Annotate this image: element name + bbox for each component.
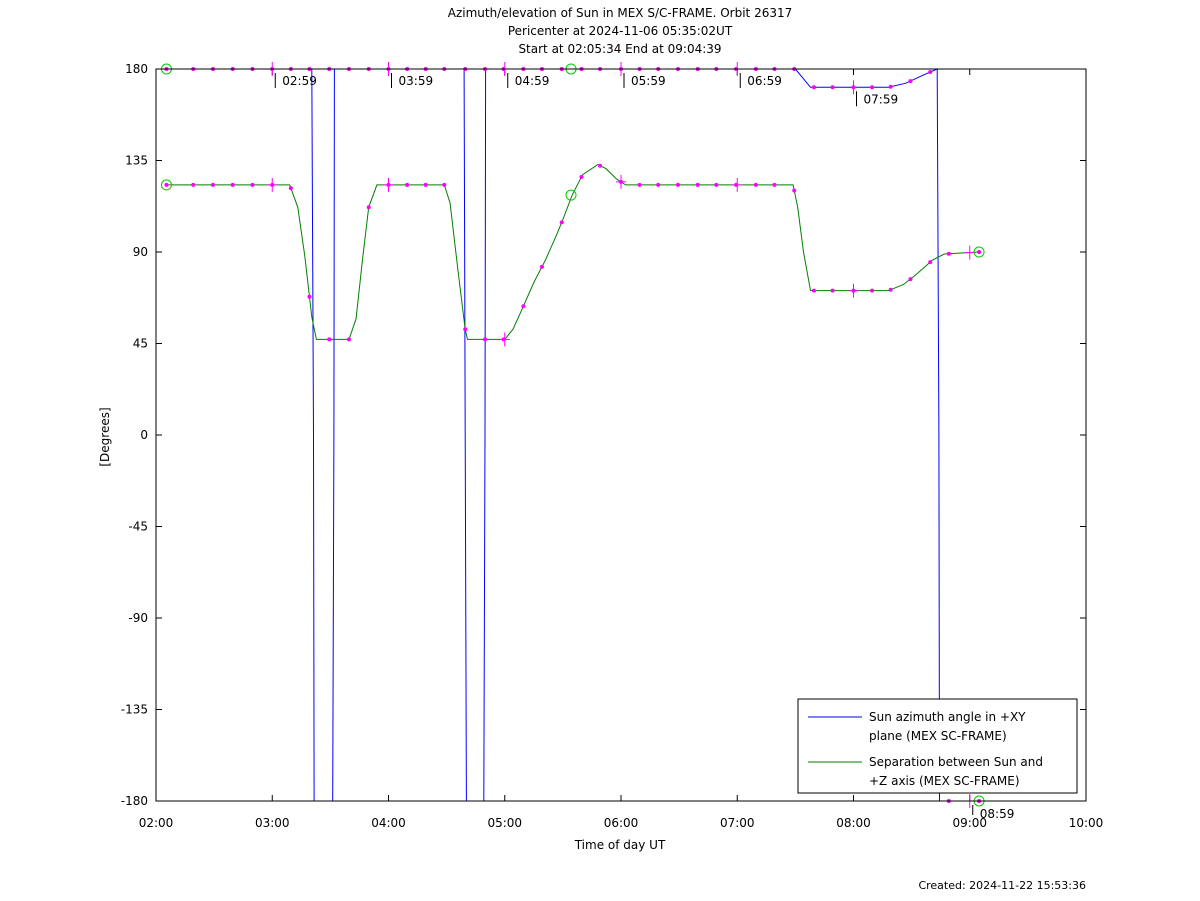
title-line-0: Azimuth/elevation of Sun in MEX S/C-FRAM…: [448, 6, 793, 20]
separation-point-marker: [423, 182, 428, 187]
separation-point-marker: [482, 337, 487, 342]
separation-point-marker: [598, 163, 603, 168]
separation-point-marker: [695, 182, 700, 187]
separation-point-marker: [977, 250, 982, 254]
y-tick-label: 0: [140, 428, 148, 442]
separation-point-marker: [164, 182, 169, 187]
separation-point-marker: [579, 174, 584, 179]
separation-point-marker: [946, 251, 951, 256]
orbit-time-label: 07:59: [864, 92, 899, 106]
event-circle-marker: [160, 179, 172, 191]
x-tick-label: 06:00: [604, 816, 639, 830]
separation-point-marker: [539, 264, 544, 269]
x-tick-label: 10:00: [1069, 816, 1104, 830]
x-tick-label: 09:00: [952, 816, 987, 830]
x-axis-label: Time of day UT: [574, 838, 666, 852]
separation-point-marker: [656, 182, 661, 187]
title-line-2: Start at 02:05:34 End at 09:04:39: [518, 42, 721, 56]
chart-title: Azimuth/elevation of Sun in MEX S/C-FRAM…: [448, 6, 793, 56]
y-tick-label: 180: [125, 62, 148, 76]
y-tick-label: -135: [121, 703, 148, 717]
separation-point-marker: [327, 337, 332, 342]
y-tick-label: -180: [121, 794, 148, 808]
orbit-time-label: 06:59: [747, 74, 782, 88]
y-tick-label: -45: [128, 520, 148, 534]
separation-point-marker: [772, 182, 777, 187]
x-tick-label: 08:00: [836, 816, 871, 830]
x-tick-label: 04:00: [371, 816, 406, 830]
separation-point-marker: [792, 188, 797, 193]
legend-entry-text: +Z axis (MEX SC-FRAME): [869, 774, 1020, 788]
separation-point-marker: [637, 182, 642, 187]
y-tick-label: -90: [128, 611, 148, 625]
separation-point-marker: [888, 287, 893, 292]
y-axis-label: [Degrees]: [98, 407, 112, 466]
azimuth-point-marker: [830, 85, 835, 90]
orbit-time-label: 04:59: [515, 74, 550, 88]
separation-point-marker: [250, 182, 255, 187]
separation-point-marker: [811, 288, 816, 293]
azimuth-point-marker: [928, 70, 933, 75]
created-timestamp: Created: 2024-11-22 15:53:36: [918, 879, 1086, 892]
event-circle-marker: [565, 189, 577, 201]
legend-entry-text: plane (MEX SC-FRAME): [869, 729, 1007, 743]
separation-point-marker: [753, 182, 758, 187]
separation-point-marker: [830, 288, 835, 293]
y-tick-label: 90: [133, 245, 148, 259]
orbit-time-label: 02:59: [282, 74, 317, 88]
separation-point-marker: [928, 260, 933, 265]
azimuth-point-marker: [888, 84, 893, 89]
separation-point-marker: [521, 304, 526, 309]
separation-point-marker: [307, 294, 312, 299]
y-tick-label: 45: [133, 337, 148, 351]
orbit-time-label: 03:59: [399, 74, 434, 88]
separation-point-marker: [463, 327, 468, 332]
event-circle-marker: [973, 246, 985, 258]
separation-point-marker: [908, 277, 913, 282]
azimuth-point-marker: [908, 79, 913, 84]
legend-entry-text: Sun azimuth angle in +XY: [869, 710, 1026, 724]
x-tick-label: 02:00: [139, 816, 174, 830]
separation-point-marker: [675, 182, 680, 187]
legend-box: [797, 698, 1078, 794]
legend-entry-text: Separation between Sun and: [869, 755, 1043, 769]
separation-point-marker: [366, 205, 371, 210]
point-markers: [160, 62, 985, 808]
azimuth-point-marker: [870, 85, 875, 90]
separation-point-marker: [714, 182, 719, 187]
separation-point-marker: [442, 182, 447, 187]
title-line-1: Pericenter at 2024-11-06 05:35:02UT: [508, 24, 733, 38]
separation-point-marker: [870, 288, 875, 293]
separation-point-marker: [230, 182, 235, 187]
separation-point-marker: [210, 182, 215, 187]
series-lines: [166, 68, 980, 802]
series-line-0: [166, 68, 979, 802]
legend: Sun azimuth angle in +XY plane (MEX SC-FR…: [797, 698, 1078, 794]
x-tick-label: 07:00: [720, 816, 755, 830]
separation-point-marker: [346, 337, 351, 342]
orbit-time-label: 05:59: [631, 74, 666, 88]
plot-frame: [155, 68, 1087, 802]
azimuth-point-marker: [811, 85, 816, 90]
x-tick-label: 03:00: [255, 816, 290, 830]
separation-point-marker: [191, 182, 196, 187]
separation-point-marker: [559, 220, 564, 225]
axis-ticks: 02:00 03:00 04:00 05:00 06:00 07:00 08:00 09:00…: [121, 62, 1104, 830]
y-tick-label: 135: [125, 154, 148, 168]
orbit-time-label: 08:59: [980, 807, 1015, 821]
separation-point-marker: [405, 182, 410, 187]
x-tick-label: 05:00: [487, 816, 522, 830]
orbit-time-labels: 02:59 03:59 04:59 05:59 06:59 07:59 08:59: [274, 73, 1015, 821]
separation-point-marker: [288, 186, 293, 191]
